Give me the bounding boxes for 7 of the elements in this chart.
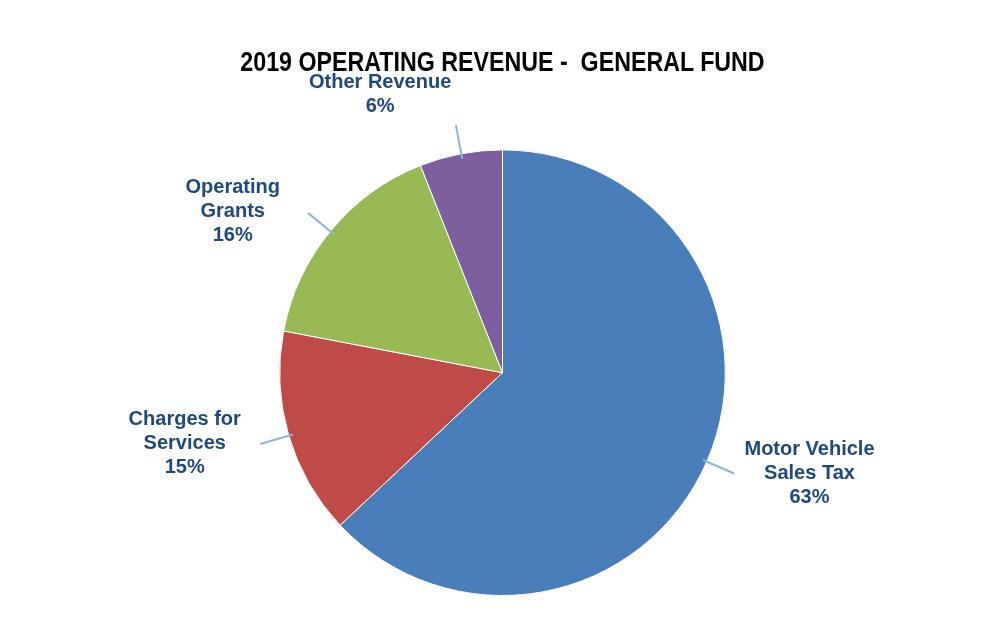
data-label: 15%: [164, 454, 205, 477]
data-label: 6%: [365, 93, 395, 116]
data-label: 63%: [789, 484, 830, 507]
slice-label: Motor Vehicle Sales Tax: [744, 436, 875, 483]
slice-label: Operating Grants: [185, 175, 280, 222]
slice-label: Charges for Services: [128, 406, 242, 453]
data-label: 16%: [212, 223, 253, 246]
